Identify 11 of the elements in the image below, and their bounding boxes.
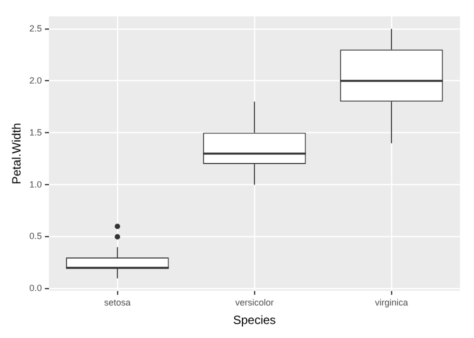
x-tick-label: virginica xyxy=(374,298,408,308)
x-tick-label: setosa xyxy=(104,298,131,308)
y-tick-label: 1.5 xyxy=(29,127,42,138)
y-tick-label: 2.5 xyxy=(29,23,42,34)
y-tick-label: 0.5 xyxy=(29,231,42,242)
x-axis-title: Species xyxy=(233,313,276,328)
y-tick-label: 0.0 xyxy=(29,283,42,294)
y-tick-label: 1.0 xyxy=(29,179,42,190)
y-tick-label: 2.0 xyxy=(29,75,42,86)
y-axis-title: Petal.Width xyxy=(10,122,24,184)
x-tick-label: versicolor xyxy=(235,298,274,308)
